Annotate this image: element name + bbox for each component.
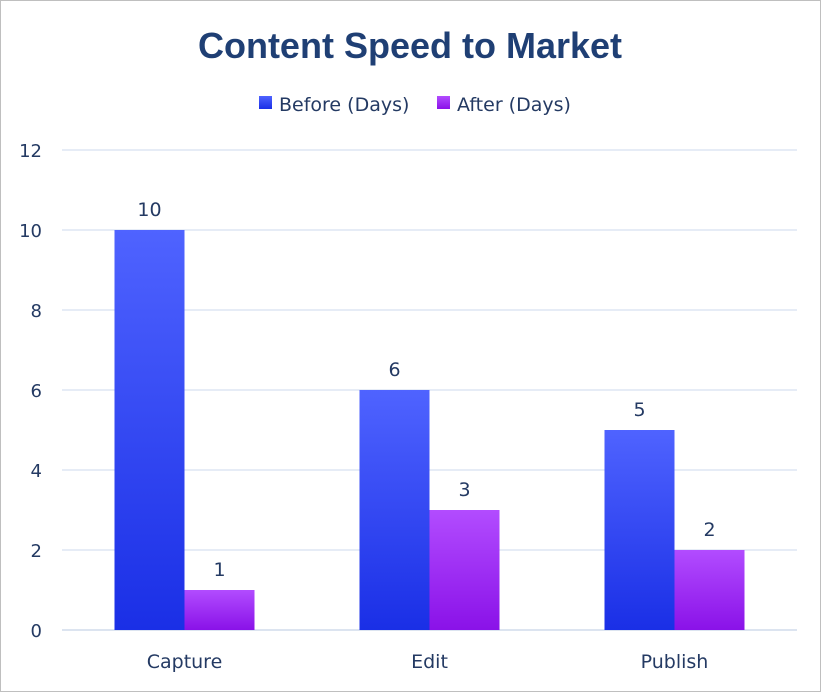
data-label: 3 (458, 479, 470, 501)
x-axis: Capture Edit Publish (147, 651, 709, 673)
y-tick-label: 12 (19, 141, 42, 162)
bar-after-capture (184, 590, 255, 630)
data-label: 1 (213, 559, 225, 581)
y-tick-label: 0 (31, 621, 42, 642)
legend: Before (Days) After (Days) (259, 94, 571, 116)
bar-after-edit (429, 510, 500, 630)
data-label: 10 (137, 199, 161, 221)
bar-after-publish (674, 550, 745, 630)
bar-before-publish (604, 430, 675, 630)
y-tick-label: 10 (19, 221, 42, 242)
legend-swatch-before (259, 96, 272, 109)
data-labels: 10 1 6 3 5 2 (137, 199, 715, 581)
x-tick-label: Capture (147, 651, 223, 673)
y-tick-label: 8 (31, 301, 42, 322)
y-tick-label: 2 (31, 541, 42, 562)
bar-before-capture (114, 230, 185, 630)
y-tick-label: 4 (31, 461, 42, 482)
y-axis: 0 2 4 6 8 10 12 (19, 141, 42, 642)
legend-label-after: After (Days) (457, 94, 571, 116)
data-label: 5 (633, 399, 645, 421)
legend-swatch-after (437, 96, 450, 109)
bar-before-edit (359, 390, 430, 630)
chart-title: Content Speed to Market (198, 25, 622, 66)
bars (114, 230, 745, 630)
x-tick-label: Edit (411, 651, 448, 673)
y-tick-label: 6 (31, 381, 42, 402)
x-tick-label: Publish (641, 651, 709, 673)
data-label: 2 (703, 519, 715, 541)
legend-label-before: Before (Days) (279, 94, 409, 116)
data-label: 6 (388, 359, 400, 381)
